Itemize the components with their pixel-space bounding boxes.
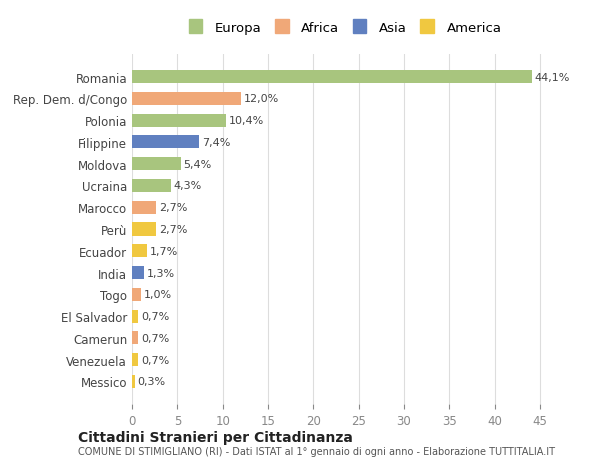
Text: 0,7%: 0,7% — [141, 333, 169, 343]
Bar — [132, 375, 135, 388]
Bar — [132, 266, 144, 280]
Bar — [132, 71, 532, 84]
Text: 7,4%: 7,4% — [202, 138, 230, 148]
Bar — [132, 223, 157, 236]
Text: 1,3%: 1,3% — [146, 268, 175, 278]
Bar — [132, 136, 199, 149]
Bar — [132, 331, 139, 345]
Bar — [132, 288, 141, 301]
Text: Cittadini Stranieri per Cittadinanza: Cittadini Stranieri per Cittadinanza — [78, 430, 353, 444]
Bar — [132, 179, 171, 193]
Bar — [132, 245, 148, 258]
Bar — [132, 93, 241, 106]
Bar — [132, 114, 226, 128]
Text: 5,4%: 5,4% — [184, 159, 212, 169]
Text: 0,7%: 0,7% — [141, 355, 169, 365]
Text: COMUNE DI STIMIGLIANO (RI) - Dati ISTAT al 1° gennaio di ogni anno - Elaborazion: COMUNE DI STIMIGLIANO (RI) - Dati ISTAT … — [78, 447, 555, 456]
Text: 1,7%: 1,7% — [150, 246, 178, 256]
Text: 2,7%: 2,7% — [159, 203, 188, 213]
Legend: Europa, Africa, Asia, America: Europa, Africa, Asia, America — [185, 17, 505, 39]
Text: 44,1%: 44,1% — [535, 73, 570, 83]
Text: 0,3%: 0,3% — [137, 376, 166, 386]
Text: 0,7%: 0,7% — [141, 311, 169, 321]
Text: 2,7%: 2,7% — [159, 224, 188, 235]
Text: 12,0%: 12,0% — [244, 94, 279, 104]
Bar — [132, 158, 181, 171]
Bar — [132, 310, 139, 323]
Bar — [132, 353, 139, 366]
Bar — [132, 201, 157, 214]
Text: 1,0%: 1,0% — [144, 290, 172, 300]
Text: 4,3%: 4,3% — [173, 181, 202, 191]
Text: 10,4%: 10,4% — [229, 116, 264, 126]
